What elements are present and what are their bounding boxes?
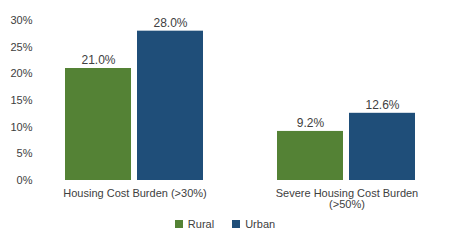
svg-text:25%: 25% bbox=[10, 41, 32, 53]
svg-text:5%: 5% bbox=[17, 147, 33, 159]
svg-text:0%: 0% bbox=[17, 174, 33, 186]
svg-text:10%: 10% bbox=[10, 121, 32, 133]
svg-text:15%: 15% bbox=[10, 94, 32, 106]
html-text:Rural: Rural bbox=[187, 218, 215, 230]
svg-text:12.6%: 12.6% bbox=[365, 98, 399, 112]
svg-text:Severe Housing Cost Burden(>50: Severe Housing Cost Burden(>50%) bbox=[276, 187, 418, 210]
svg-text:20%: 20% bbox=[10, 67, 32, 79]
svg-text:9.2%: 9.2% bbox=[297, 116, 325, 130]
svg-text:21.0%: 21.0% bbox=[81, 53, 115, 67]
svg-text:Housing Cost Burden (>30%): Housing Cost Burden (>30%) bbox=[63, 187, 206, 199]
html-text:Urban: Urban bbox=[245, 218, 276, 230]
svg-text:28.0%: 28.0% bbox=[153, 16, 187, 30]
svg-text:30%: 30% bbox=[10, 14, 32, 26]
